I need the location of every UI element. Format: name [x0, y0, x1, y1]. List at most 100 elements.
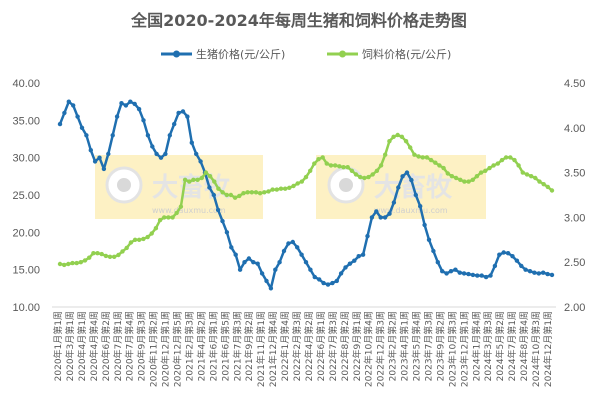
data-point	[167, 133, 172, 138]
data-point	[176, 110, 181, 116]
data-point	[87, 255, 92, 260]
data-point	[287, 185, 292, 190]
x-tick-label: 2020年4月第4周	[88, 311, 100, 381]
data-point	[437, 163, 442, 168]
data-point	[321, 280, 326, 286]
data-point	[199, 175, 204, 181]
data-point	[529, 174, 534, 179]
data-point	[163, 151, 168, 157]
data-point	[492, 263, 498, 269]
data-point	[303, 174, 309, 180]
data-point	[497, 252, 502, 257]
data-point	[277, 260, 282, 265]
data-point	[178, 204, 184, 209]
data-point	[182, 177, 188, 182]
data-point	[132, 101, 137, 107]
data-point	[524, 172, 530, 177]
data-point	[132, 237, 138, 242]
data-point	[396, 185, 401, 190]
x-tick-label: 2022年4月第2周	[303, 311, 315, 381]
data-point	[510, 254, 515, 259]
data-point	[412, 152, 417, 157]
data-point	[203, 170, 209, 175]
data-point	[224, 192, 229, 198]
data-point	[440, 269, 445, 274]
data-point	[508, 155, 513, 160]
x-tick-label: 2024年10月第3周	[530, 311, 542, 387]
data-point	[114, 114, 120, 119]
data-point	[320, 155, 325, 160]
data-point	[491, 163, 496, 168]
data-point	[470, 272, 476, 278]
data-point	[474, 174, 480, 179]
data-point	[241, 191, 246, 196]
y-right-tick-label: 4.00	[564, 123, 585, 135]
data-point	[270, 187, 275, 192]
data-point	[338, 271, 344, 276]
data-point	[478, 170, 484, 175]
series-pig	[57, 99, 555, 291]
series-layer	[57, 99, 555, 291]
x-tick-label: 2023年2月第2周	[387, 311, 399, 381]
legend-label-pig: 生猪价格(元/公斤)	[196, 47, 285, 61]
data-point	[362, 175, 367, 181]
data-point	[120, 249, 125, 254]
data-point	[433, 160, 438, 165]
data-point	[264, 278, 269, 284]
data-point	[532, 270, 537, 275]
x-tick-label: 2022年7月第3周	[327, 311, 339, 381]
data-point	[237, 267, 243, 272]
x-tick-label: 2024年1月第4周	[470, 311, 482, 381]
x-tick-label: 2024年12月第1周	[542, 311, 554, 387]
y-right-tick-label: 3.00	[564, 212, 585, 224]
data-point	[356, 254, 361, 259]
data-point	[369, 215, 375, 220]
data-point	[353, 172, 359, 177]
data-point	[191, 177, 196, 182]
legend-marker-pig	[173, 50, 180, 58]
data-point	[145, 133, 151, 138]
data-point	[343, 265, 348, 270]
data-point	[119, 101, 124, 106]
data-point	[382, 215, 388, 220]
data-point	[426, 237, 432, 242]
data-point	[295, 245, 300, 250]
data-point	[88, 148, 94, 153]
data-point	[503, 155, 509, 160]
data-point	[520, 170, 525, 175]
y-left-tick-label: 30.00	[12, 153, 40, 165]
data-point	[483, 168, 488, 173]
data-point	[549, 188, 555, 193]
data-point	[220, 218, 225, 224]
data-point	[137, 237, 142, 242]
data-point	[453, 175, 459, 181]
data-point	[237, 193, 242, 199]
x-tick-label: 2022年8月第2周	[339, 311, 351, 381]
data-point	[413, 192, 418, 198]
data-point	[82, 258, 88, 263]
y-axis-left: 10.00 15.00 20.00 25.00 30.00 35.00 40.00	[12, 78, 40, 314]
data-point	[488, 273, 493, 278]
data-point	[198, 159, 203, 164]
data-point	[71, 103, 76, 108]
data-point	[145, 234, 150, 240]
data-point	[536, 271, 541, 276]
data-point	[324, 161, 329, 166]
data-point	[403, 139, 409, 144]
data-point	[330, 280, 335, 286]
data-point	[333, 163, 338, 168]
legend-marker-feed	[339, 50, 346, 58]
data-point	[150, 144, 155, 149]
data-point	[374, 209, 379, 214]
data-point	[516, 163, 521, 168]
data-point	[74, 260, 79, 266]
data-point	[325, 282, 331, 287]
x-tick-label: 2020年12月第5周	[172, 311, 184, 387]
data-point	[291, 183, 296, 189]
data-point	[514, 258, 520, 263]
data-point	[232, 195, 238, 200]
data-point	[220, 190, 225, 195]
data-point	[435, 260, 440, 265]
data-point	[66, 99, 72, 104]
